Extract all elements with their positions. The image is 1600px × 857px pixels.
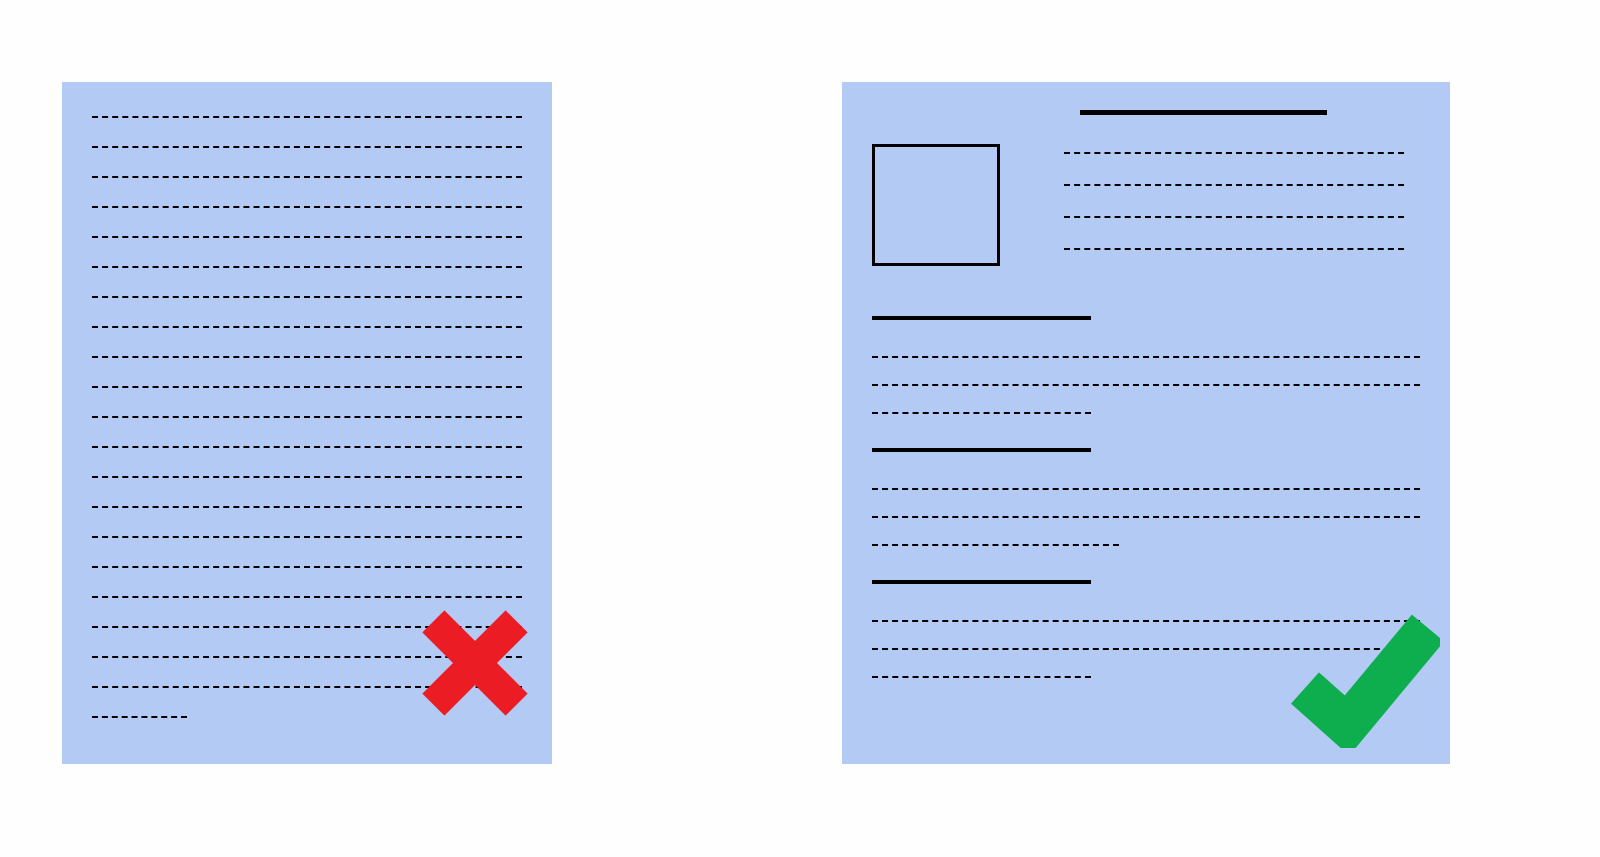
text-line bbox=[872, 412, 1091, 414]
text-line bbox=[92, 416, 522, 418]
text-line bbox=[92, 446, 522, 448]
image-placeholder bbox=[872, 144, 1000, 266]
text-line bbox=[92, 566, 522, 568]
text-line bbox=[92, 386, 522, 388]
text-line bbox=[872, 488, 1420, 490]
text-line bbox=[872, 356, 1420, 358]
text-line bbox=[92, 236, 522, 238]
page-title-line bbox=[1080, 110, 1327, 115]
text-line bbox=[872, 676, 1091, 678]
text-line bbox=[1064, 216, 1404, 218]
text-line bbox=[92, 356, 522, 358]
text-line bbox=[92, 266, 522, 268]
text-line bbox=[872, 544, 1119, 546]
cross-icon bbox=[410, 598, 540, 728]
text-line bbox=[92, 506, 522, 508]
section-heading-line bbox=[872, 316, 1091, 320]
check-icon bbox=[1290, 598, 1440, 748]
text-line bbox=[92, 326, 522, 328]
text-line bbox=[92, 206, 522, 208]
section-heading-line bbox=[872, 448, 1091, 452]
text-line bbox=[92, 146, 522, 148]
text-line bbox=[1064, 152, 1404, 154]
text-line bbox=[872, 516, 1420, 518]
text-line bbox=[92, 296, 522, 298]
text-line bbox=[92, 716, 187, 718]
section-heading-line bbox=[872, 580, 1091, 584]
text-line bbox=[1064, 248, 1404, 250]
text-line bbox=[92, 476, 522, 478]
text-line bbox=[92, 536, 522, 538]
text-line bbox=[92, 116, 522, 118]
text-line bbox=[1064, 184, 1404, 186]
text-line bbox=[872, 384, 1420, 386]
text-line bbox=[92, 176, 522, 178]
